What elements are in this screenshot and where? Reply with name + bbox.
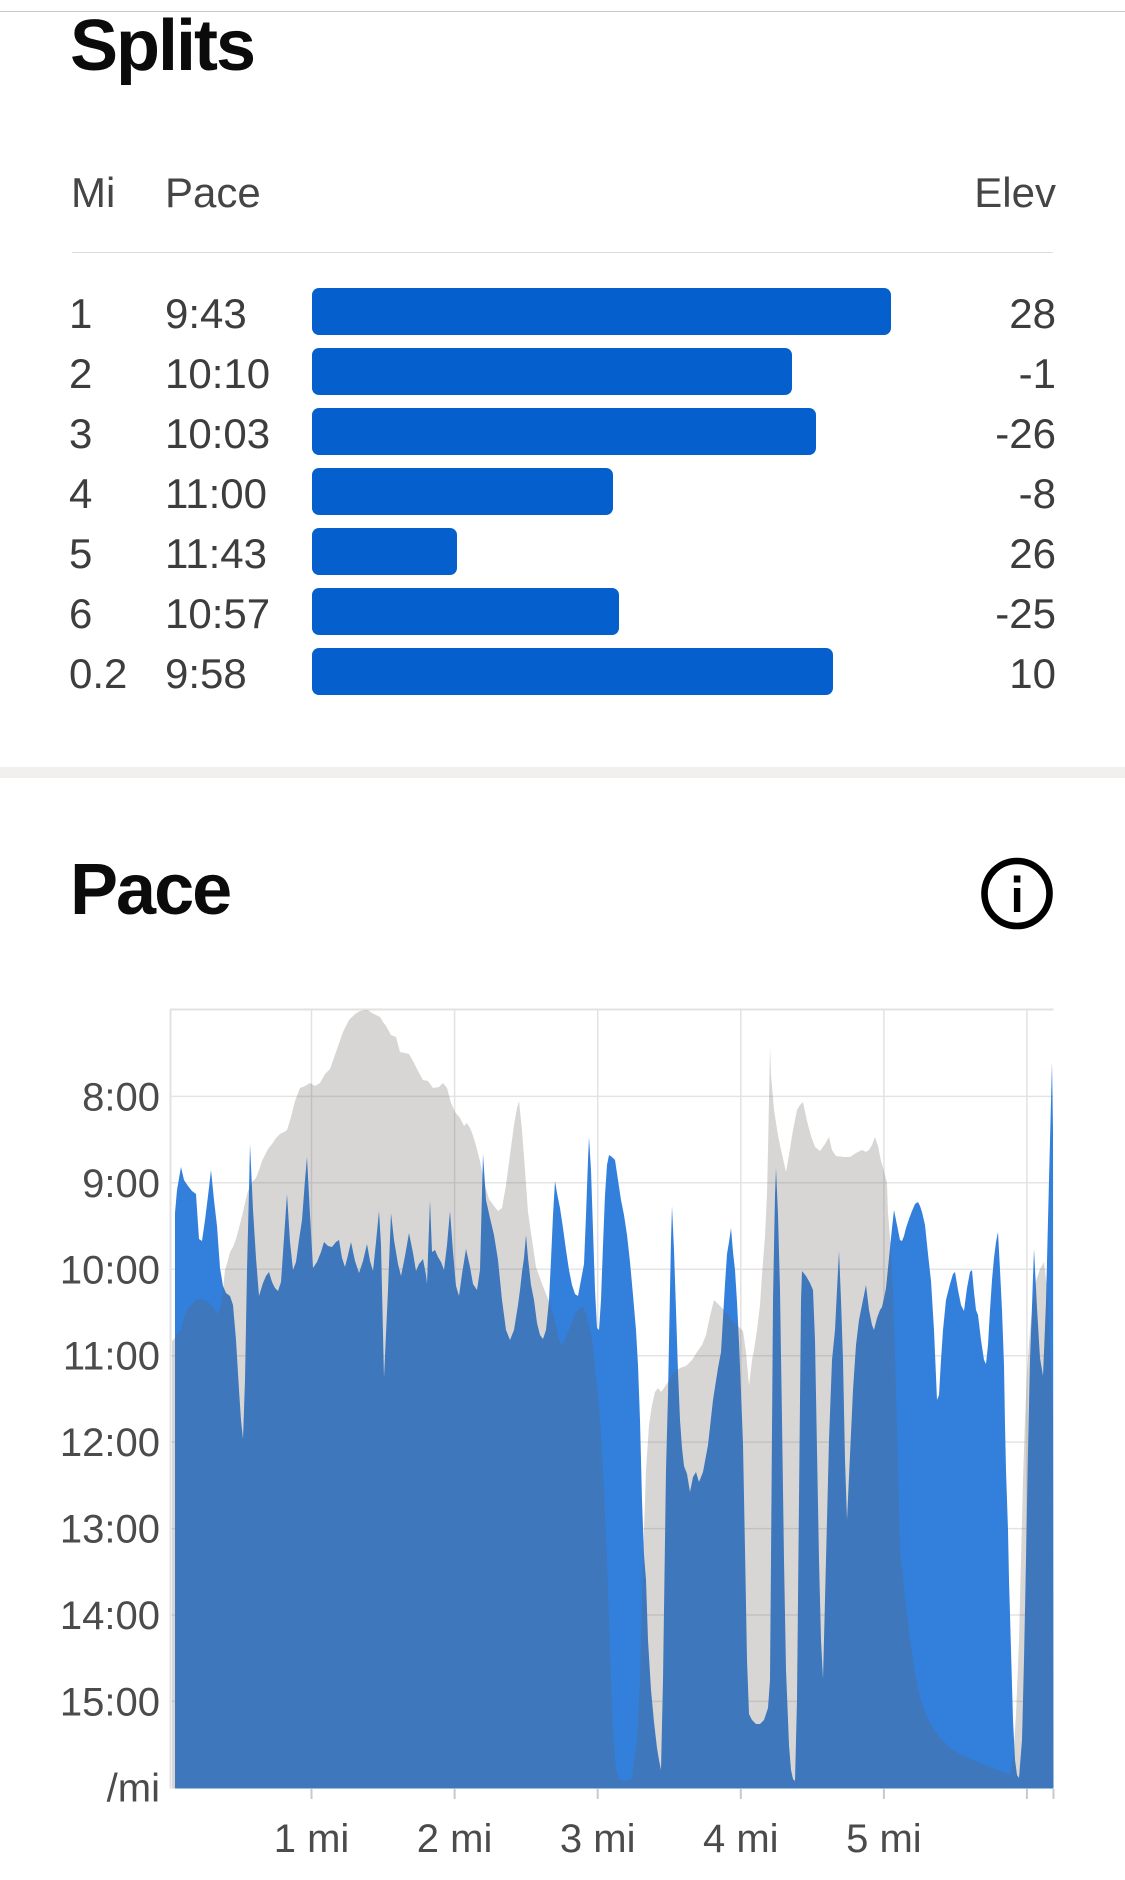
svg-text:5 mi: 5 mi bbox=[846, 1817, 922, 1861]
svg-text:8:00: 8:00 bbox=[82, 1075, 160, 1119]
svg-text:3 mi: 3 mi bbox=[560, 1817, 636, 1861]
svg-text:/mi: /mi bbox=[107, 1767, 160, 1811]
svg-text:14:00: 14:00 bbox=[60, 1594, 160, 1638]
svg-text:1 mi: 1 mi bbox=[274, 1817, 350, 1861]
svg-text:15:00: 15:00 bbox=[60, 1680, 160, 1724]
svg-text:9:00: 9:00 bbox=[82, 1162, 160, 1206]
svg-text:2 mi: 2 mi bbox=[417, 1817, 493, 1861]
svg-text:13:00: 13:00 bbox=[60, 1508, 160, 1552]
svg-text:12:00: 12:00 bbox=[60, 1421, 160, 1465]
svg-text:10:00: 10:00 bbox=[60, 1248, 160, 1292]
svg-text:11:00: 11:00 bbox=[63, 1335, 160, 1379]
svg-text:4 mi: 4 mi bbox=[703, 1817, 779, 1861]
